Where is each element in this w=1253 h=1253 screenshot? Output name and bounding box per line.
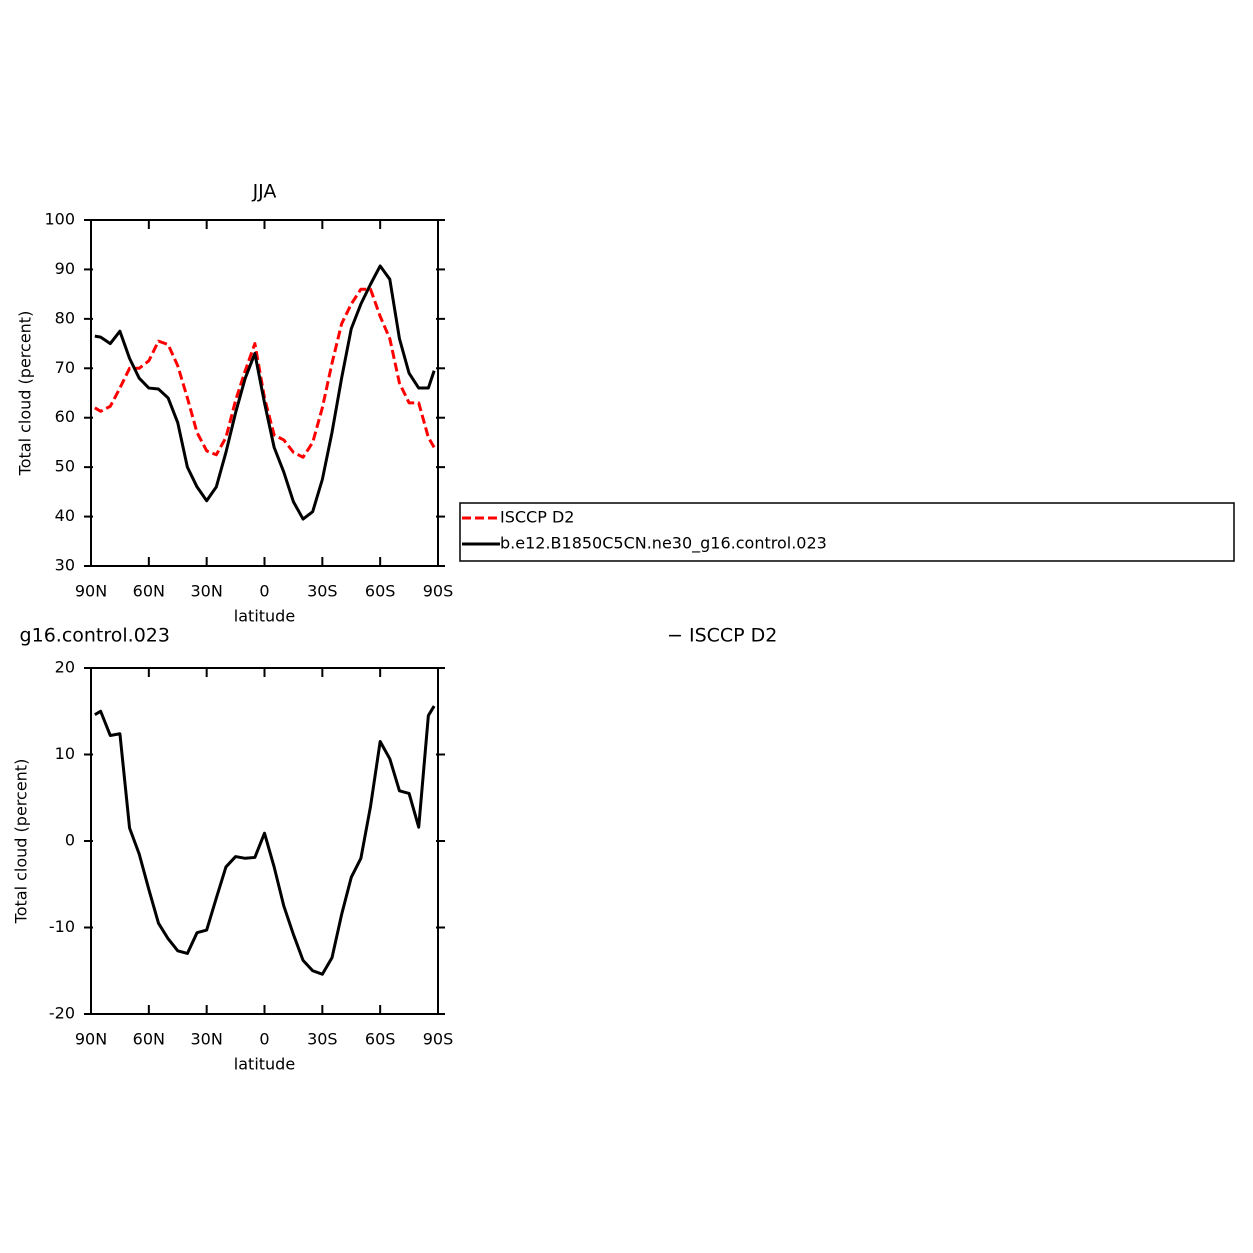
series-line bbox=[94, 705, 436, 976]
x-tick-label: 0 bbox=[259, 1030, 269, 1049]
x-tick-label: 30N bbox=[191, 582, 223, 601]
x-tick-label: 30N bbox=[191, 1030, 223, 1049]
y-tick-label: 30 bbox=[55, 556, 75, 575]
y-tick-label: 10 bbox=[55, 744, 75, 763]
y-tick-label: -20 bbox=[49, 1004, 75, 1023]
y-tick-label: 90 bbox=[55, 259, 75, 278]
y-tick-label: 50 bbox=[55, 457, 75, 476]
x-tick-label: 90N bbox=[75, 1030, 107, 1049]
legend-label: ISCCP D2 bbox=[500, 508, 574, 527]
x-axis-label: latitude bbox=[234, 1055, 295, 1074]
series-line bbox=[94, 264, 436, 521]
x-tick-label: 30S bbox=[307, 582, 338, 601]
legend-label: b.e12.B1850C5CN.ne30_g16.control.023 bbox=[500, 534, 827, 554]
y-tick-label: 100 bbox=[44, 210, 75, 229]
x-tick-label: 60S bbox=[365, 582, 396, 601]
y-axis-label: Total cloud (percent) bbox=[16, 311, 35, 477]
x-tick-label: 60S bbox=[365, 1030, 396, 1049]
x-tick-label: 30S bbox=[307, 1030, 338, 1049]
x-tick-label: 60N bbox=[133, 582, 165, 601]
chart-title-left: g16.control.023 bbox=[20, 625, 170, 647]
series-line bbox=[94, 287, 436, 459]
y-tick-label: 40 bbox=[55, 506, 75, 525]
x-axis-label: latitude bbox=[234, 607, 295, 626]
chart-title-right: − ISCCP D2 bbox=[667, 625, 777, 647]
y-tick-label: 60 bbox=[55, 407, 75, 426]
x-tick-label: 90S bbox=[423, 582, 454, 601]
y-tick-label: 70 bbox=[55, 358, 75, 377]
plot-frame bbox=[90, 667, 439, 1015]
x-tick-label: 0 bbox=[259, 582, 269, 601]
y-tick-label: 0 bbox=[65, 831, 75, 850]
plot: JJA latitude Total cloud (percent) 90N 60N 30… bbox=[16, 181, 1235, 626]
y-tick-label: 80 bbox=[55, 308, 75, 327]
legend: ISCCP D2 b.e12.B1850C5CN.ne30_g16.control… bbox=[459, 502, 1235, 562]
x-tick-label: 90N bbox=[75, 582, 107, 601]
x-tick-label: 60N bbox=[133, 1030, 165, 1049]
y-tick-label: -10 bbox=[49, 917, 75, 936]
plot: g16.control.023 − ISCCP D2 latitude Total c… bbox=[12, 625, 778, 1074]
x-tick-label: 90S bbox=[423, 1030, 454, 1049]
y-axis-label: Total cloud (percent) bbox=[12, 759, 31, 925]
y-tick-label: 20 bbox=[55, 658, 75, 677]
chart-title: JJA bbox=[252, 181, 277, 203]
legend-box bbox=[459, 502, 1235, 562]
